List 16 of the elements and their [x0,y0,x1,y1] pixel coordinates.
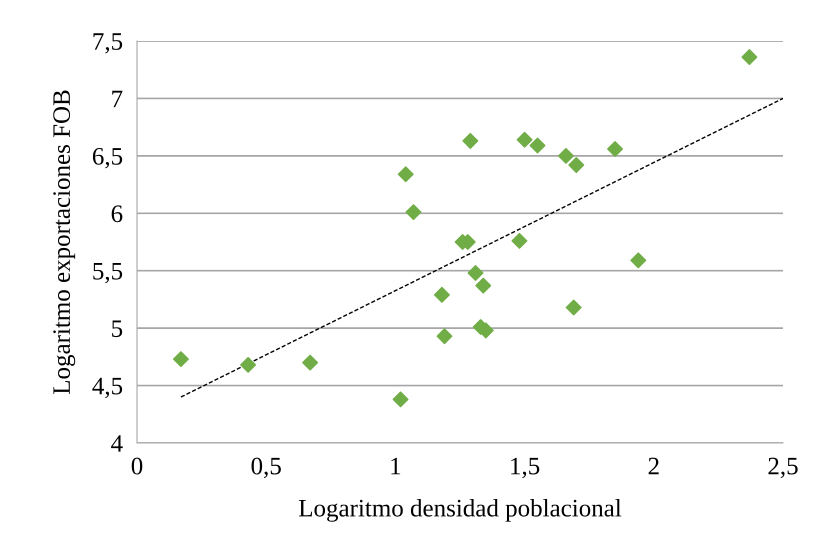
x-axis-title: Logaritmo densidad poblacional [298,499,622,522]
y-tick-label: 6,5 [92,148,122,168]
y-tick-label: 4,5 [92,378,122,398]
x-tick-label: 0,5 [252,458,281,478]
y-tick-label: 4 [111,435,123,452]
x-tick-label: 0 [132,458,142,474]
y-tick-label: 5,5 [93,263,122,284]
y-tick-label: 6 [112,205,122,222]
y-axis-title: Logaritmo exportaciones FOB [53,90,76,394]
x-tick-label: 1 [391,458,400,474]
x-tick-label: 2,5 [768,458,798,478]
y-tick-label: 5 [112,320,122,338]
x-tick-label: 2 [648,458,659,474]
x-tick-label: 1,5 [511,458,540,478]
y-tick-label: 7 [112,90,122,108]
y-tick-label: 7,5 [94,33,122,54]
